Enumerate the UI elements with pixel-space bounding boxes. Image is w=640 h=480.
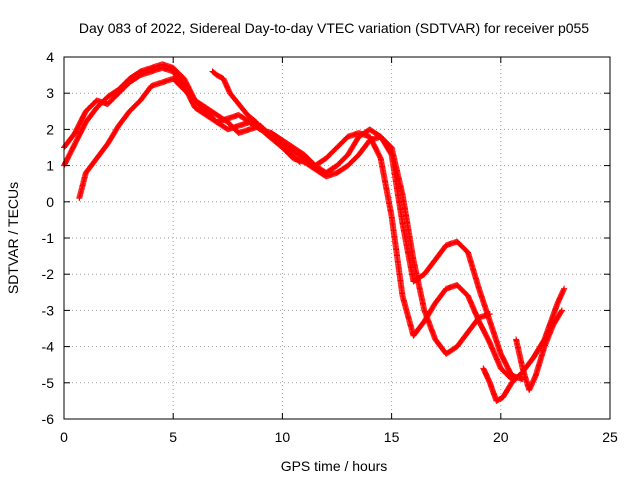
y-tick-label: 3 [46,85,54,101]
y-tick-label: -4 [42,339,55,355]
data-point [561,285,568,292]
y-tick-label: -1 [42,230,55,246]
y-tick-label: -5 [42,375,55,391]
y-tick-label: -2 [42,266,55,282]
x-tick-label: 10 [275,429,291,445]
axis-ticks: 0 5 10 15 20 25 -6 -5 -4 -3 -2 -1 0 1 2 3 4 [42,49,618,445]
data-points [61,61,568,404]
series-track-f [513,307,565,394]
series-track-d [209,68,303,165]
y-tick-label: -6 [42,411,55,427]
data-point [486,311,493,318]
data-point [296,158,303,165]
y-tick-label: 1 [46,158,54,174]
x-tick-label: 0 [60,429,68,445]
grid-lines [64,57,610,419]
x-tick-label: 15 [384,429,400,445]
y-tick-label: 0 [46,194,54,210]
data-point [507,375,514,382]
data-point [295,158,302,165]
y-tick-label: -3 [42,302,55,318]
y-tick-label: 2 [46,121,54,137]
series-track-c [76,75,493,357]
x-tick-label: 20 [493,429,509,445]
data-point [558,308,565,315]
data-point [558,307,565,314]
series-track-e [480,285,568,404]
y-tick-label: 4 [46,49,54,65]
y-axis-label: SDTVAR / TECUs [5,182,21,294]
x-axis-label: GPS time / hours [281,458,388,474]
chart-title: Day 083 of 2022, Sidereal Day-to-day VTE… [79,20,589,36]
x-tick-label: 5 [169,429,177,445]
x-tick-label: 25 [602,429,618,445]
